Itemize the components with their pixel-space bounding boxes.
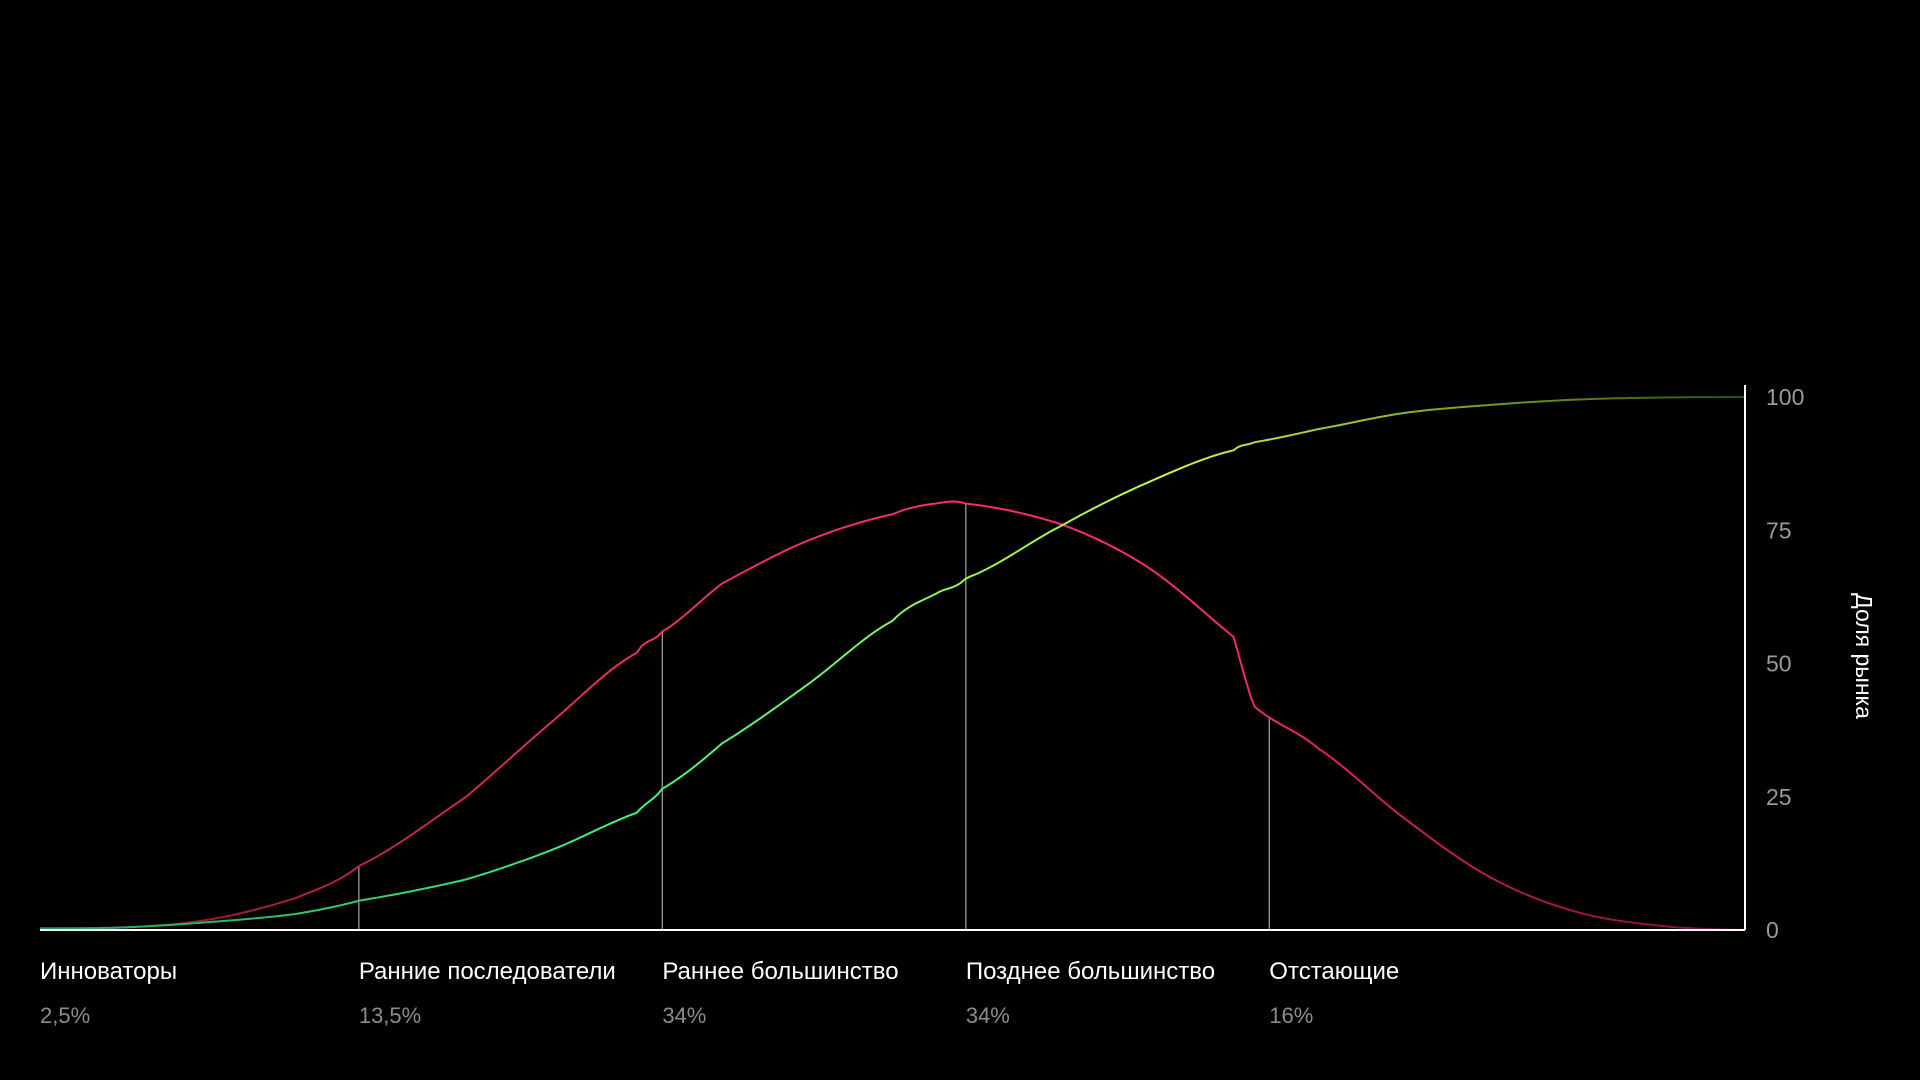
segment-label: Инноваторы — [40, 958, 178, 985]
y-tick-label: 50 — [1766, 651, 1792, 677]
segment-label: Отстающие — [1269, 958, 1400, 985]
segment-label: Позднее большинство — [965, 958, 1216, 985]
segment-share: 34% — [662, 1003, 707, 1028]
segment-label: Ранние последователи — [358, 958, 616, 985]
segment-label: Раннее большинство — [662, 958, 899, 985]
segment-share: 13,5% — [358, 1003, 422, 1028]
segment-share: 2,5% — [40, 1003, 91, 1028]
y-tick-label: 100 — [1766, 384, 1804, 410]
y-axis-ticks: 0 25 50 75 100 — [1766, 384, 1804, 943]
segment-share: 34% — [965, 1003, 1010, 1028]
y-axis-title: Доля рынка — [1851, 593, 1877, 719]
y-tick-label: 25 — [1766, 784, 1792, 810]
series-lines — [39, 396, 1746, 931]
y-tick-label: 75 — [1766, 517, 1792, 543]
series-line-adoption — [39, 500, 1746, 931]
segment-share: 16% — [1269, 1003, 1314, 1028]
y-tick-label: 0 — [1766, 917, 1779, 943]
series-line-market_share — [39, 396, 1746, 930]
segment-dividers — [358, 503, 1270, 930]
